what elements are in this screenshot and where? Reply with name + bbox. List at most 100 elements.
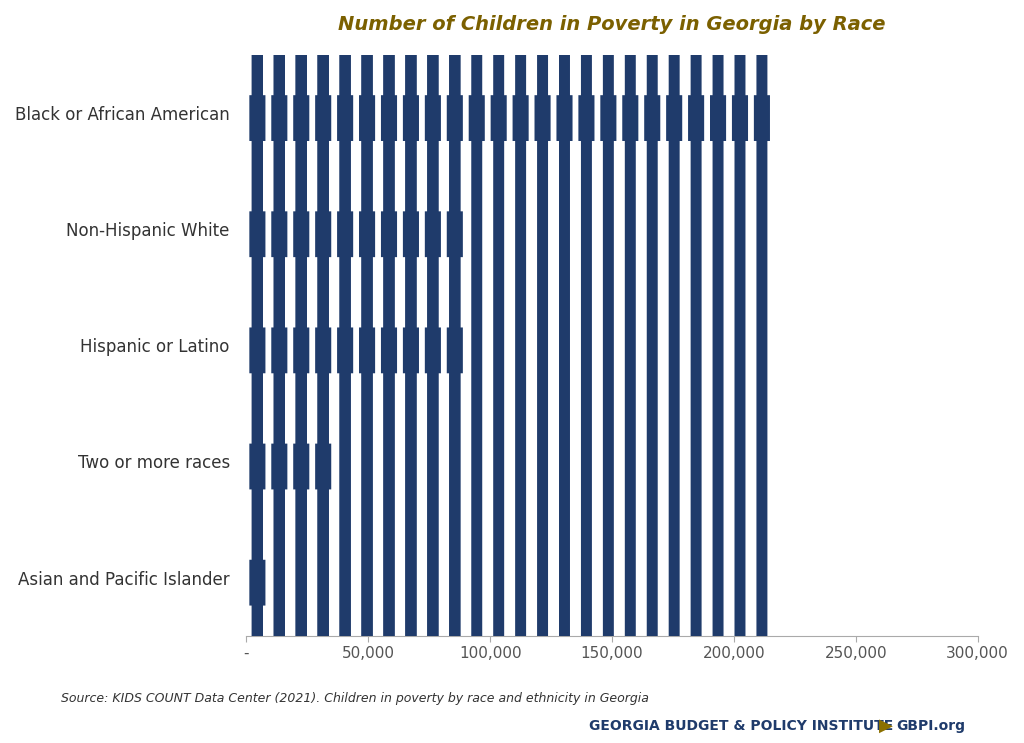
FancyBboxPatch shape [446,328,463,373]
FancyBboxPatch shape [535,95,551,141]
FancyBboxPatch shape [315,444,331,490]
Circle shape [273,0,285,743]
FancyBboxPatch shape [600,95,616,141]
FancyBboxPatch shape [469,95,484,141]
FancyBboxPatch shape [732,95,748,141]
Circle shape [384,0,394,743]
FancyBboxPatch shape [271,211,288,257]
FancyBboxPatch shape [402,328,419,373]
FancyBboxPatch shape [359,95,375,141]
Circle shape [361,0,373,743]
Circle shape [296,0,307,743]
FancyBboxPatch shape [644,95,660,141]
FancyBboxPatch shape [425,95,441,141]
FancyBboxPatch shape [381,95,397,141]
Circle shape [757,0,767,743]
FancyBboxPatch shape [688,95,705,141]
FancyBboxPatch shape [271,95,288,141]
FancyBboxPatch shape [337,95,353,141]
FancyBboxPatch shape [556,95,572,141]
FancyBboxPatch shape [490,95,507,141]
FancyBboxPatch shape [337,328,353,373]
Text: Source: KIDS COUNT Data Center (2021). Children in poverty by race and ethnicity: Source: KIDS COUNT Data Center (2021). C… [61,692,649,705]
Circle shape [537,0,548,743]
Circle shape [340,0,350,743]
Circle shape [450,0,461,743]
Circle shape [406,0,417,743]
Circle shape [273,0,285,743]
FancyBboxPatch shape [359,328,375,373]
Circle shape [252,0,263,743]
Text: ▶: ▶ [879,717,893,735]
Circle shape [252,0,263,743]
FancyBboxPatch shape [315,95,331,141]
Circle shape [273,0,285,743]
Circle shape [427,0,438,743]
Circle shape [581,0,592,743]
FancyBboxPatch shape [402,95,419,141]
Circle shape [317,0,329,743]
FancyBboxPatch shape [293,95,309,141]
Circle shape [317,0,329,743]
Circle shape [361,0,373,743]
Circle shape [361,0,373,743]
Circle shape [340,0,350,743]
Circle shape [317,0,329,743]
FancyBboxPatch shape [293,444,309,490]
FancyBboxPatch shape [293,328,309,373]
FancyBboxPatch shape [710,95,726,141]
FancyBboxPatch shape [425,211,441,257]
Circle shape [625,0,636,743]
Circle shape [296,0,307,743]
Circle shape [384,0,394,743]
Circle shape [471,0,482,743]
FancyBboxPatch shape [337,211,353,257]
Circle shape [273,0,285,743]
Circle shape [406,0,417,743]
Circle shape [406,0,417,743]
Circle shape [450,0,461,743]
Circle shape [296,0,307,743]
Circle shape [713,0,724,743]
FancyBboxPatch shape [446,211,463,257]
FancyBboxPatch shape [667,95,682,141]
FancyBboxPatch shape [249,328,265,373]
Circle shape [603,0,613,743]
FancyBboxPatch shape [446,95,463,141]
FancyBboxPatch shape [249,211,265,257]
Circle shape [647,0,657,743]
Circle shape [252,0,263,743]
Circle shape [690,0,701,743]
Circle shape [296,0,307,743]
Circle shape [515,0,526,743]
Circle shape [384,0,394,743]
FancyBboxPatch shape [249,559,265,606]
FancyBboxPatch shape [402,211,419,257]
FancyBboxPatch shape [754,95,770,141]
Circle shape [252,0,263,743]
Circle shape [734,0,745,743]
FancyBboxPatch shape [271,328,288,373]
Circle shape [317,0,329,743]
FancyBboxPatch shape [271,444,288,490]
FancyBboxPatch shape [381,211,397,257]
Circle shape [450,0,461,743]
Circle shape [427,0,438,743]
FancyBboxPatch shape [315,328,331,373]
FancyBboxPatch shape [249,95,265,141]
FancyBboxPatch shape [359,211,375,257]
Circle shape [669,0,680,743]
Circle shape [559,0,570,743]
Circle shape [252,0,263,743]
Text: GEORGIA BUDGET & POLICY INSTITUTE: GEORGIA BUDGET & POLICY INSTITUTE [589,718,893,733]
FancyBboxPatch shape [579,95,595,141]
Circle shape [427,0,438,743]
FancyBboxPatch shape [293,211,309,257]
FancyBboxPatch shape [381,328,397,373]
FancyBboxPatch shape [425,328,441,373]
FancyBboxPatch shape [623,95,638,141]
Circle shape [494,0,504,743]
Circle shape [340,0,350,743]
FancyBboxPatch shape [249,444,265,490]
FancyBboxPatch shape [513,95,528,141]
